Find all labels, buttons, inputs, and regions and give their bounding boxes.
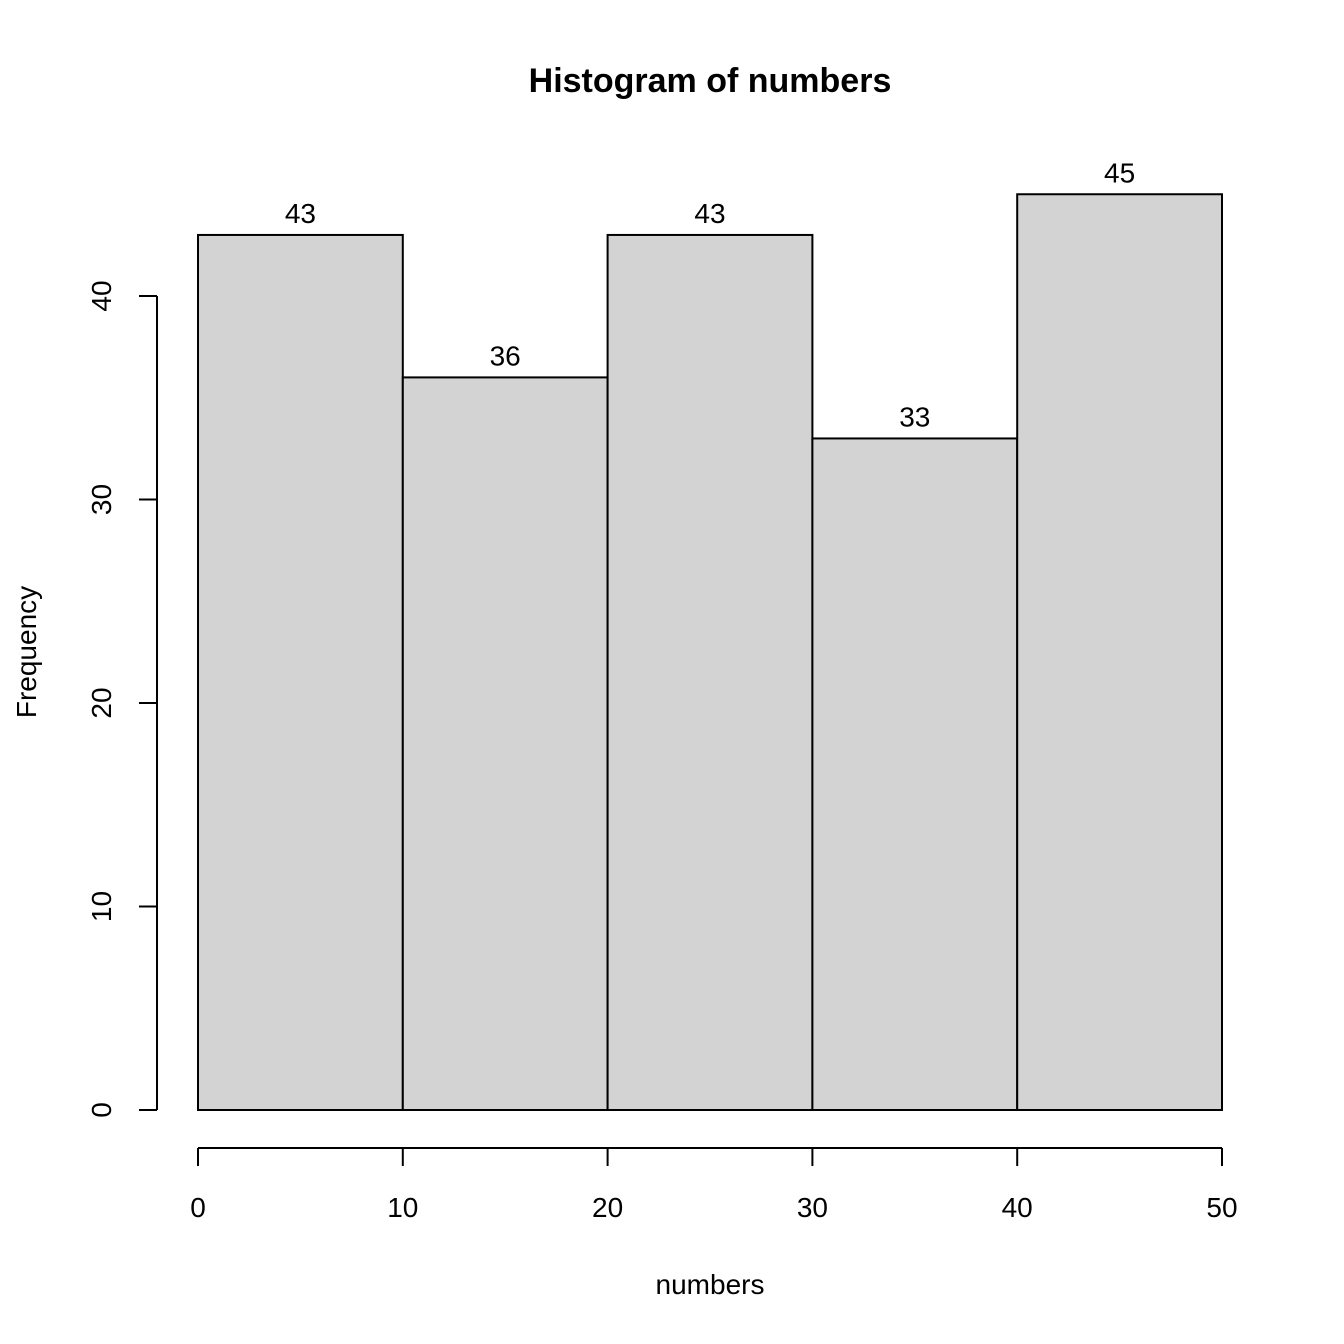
bar-3 xyxy=(811,437,1019,1111)
bar-4 xyxy=(1016,193,1224,1111)
x-tick-label-2: 20 xyxy=(592,1192,623,1223)
x-axis: 0 10 20 30 40 50 xyxy=(190,1147,1238,1223)
bar-2 xyxy=(606,233,814,1111)
x-tick-label-1: 10 xyxy=(387,1192,418,1223)
y-tick-label-1: 10 xyxy=(86,891,117,922)
bar-label-2: 43 xyxy=(694,198,725,229)
x-tick-label-4: 40 xyxy=(1002,1192,1033,1223)
y-axis-label: Frequency xyxy=(11,586,42,718)
bars-group xyxy=(197,193,1224,1111)
bar-labels-group: 43 36 43 33 45 xyxy=(285,157,1135,432)
chart-title: Histogram of numbers xyxy=(529,62,892,100)
bar-label-3: 33 xyxy=(899,401,930,432)
y-tick-label-4: 40 xyxy=(86,280,117,311)
x-tick-label-5: 50 xyxy=(1206,1192,1237,1223)
bar-label-4: 45 xyxy=(1104,157,1135,188)
y-axis: 0 10 20 30 40 xyxy=(86,280,158,1118)
x-tick-label-0: 0 xyxy=(190,1192,206,1223)
y-tick-label-3: 30 xyxy=(86,484,117,515)
bar-label-1: 36 xyxy=(490,340,521,371)
bar-label-0: 43 xyxy=(285,198,316,229)
y-tick-label-0: 0 xyxy=(86,1102,117,1118)
y-tick-label-2: 20 xyxy=(86,687,117,718)
bar-1 xyxy=(401,376,609,1111)
bar-0 xyxy=(197,233,404,1111)
x-axis-label: numbers xyxy=(656,1269,765,1300)
x-tick-label-3: 30 xyxy=(797,1192,828,1223)
